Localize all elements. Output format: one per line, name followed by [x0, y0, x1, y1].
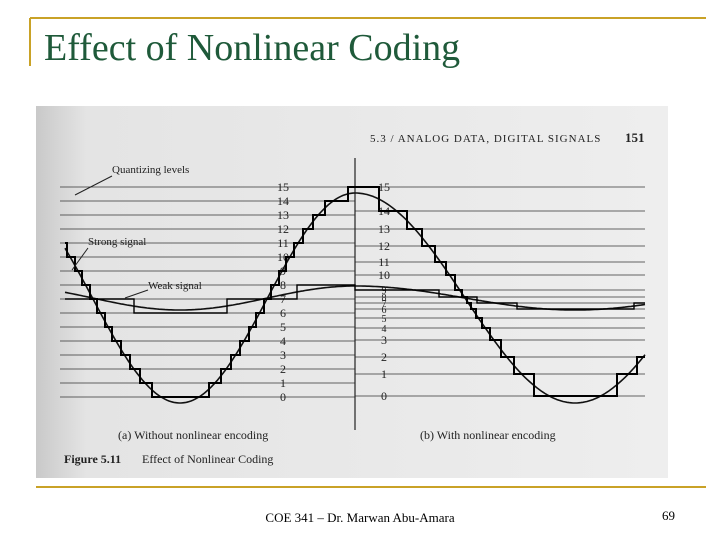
caption-a: (a) Without nonlinear encoding — [118, 428, 268, 442]
level-label: 14 — [277, 194, 289, 208]
level-label: 8 — [280, 278, 286, 292]
level-label: 13 — [378, 222, 390, 236]
level-label: 15 — [277, 180, 289, 194]
level-label: 1 — [381, 367, 387, 381]
level-label: 1 — [280, 376, 286, 390]
label-weak: Weak signal — [148, 280, 202, 292]
level-label: 3 — [280, 348, 286, 362]
level-label: 4 — [382, 324, 387, 335]
level-label: 11 — [378, 255, 390, 269]
level-label: 12 — [277, 222, 289, 236]
level-label: 6 — [382, 305, 387, 316]
footer: COE 341 – Dr. Marwan Abu-Amara — [265, 510, 455, 525]
level-label: 3 — [381, 333, 387, 347]
quantized-strong — [65, 186, 645, 398]
caption-b: (b) With nonlinear encoding — [420, 428, 556, 442]
level-label: 10 — [378, 268, 390, 282]
level-label: 0 — [381, 389, 387, 403]
book-page: 151 — [625, 130, 645, 145]
pointer — [74, 175, 113, 196]
pointer — [71, 247, 89, 271]
slide-title: Effect of Nonlinear Coding — [44, 27, 461, 69]
slide-number: 69 — [662, 508, 675, 523]
level-label: 13 — [277, 208, 289, 222]
quantized-weak — [65, 284, 645, 314]
level-label: 0 — [280, 390, 286, 404]
level-label: 7 — [382, 299, 387, 310]
running-head: 5.3 / ANALOG DATA, DIGITAL SIGNALS — [370, 133, 601, 145]
figure-caption: Effect of Nonlinear Coding — [142, 452, 273, 466]
pointer — [124, 289, 149, 299]
level-label: 5 — [382, 314, 387, 325]
level-label: 8 — [382, 293, 387, 304]
level-label: 6 — [280, 306, 286, 320]
level-label: 12 — [378, 239, 390, 253]
scan-background — [36, 106, 668, 478]
label-quantizing: Quantizing levels — [112, 164, 189, 176]
level-label: 11 — [277, 236, 289, 250]
level-label: 9 — [382, 286, 387, 297]
figure-label: Figure 5.11 — [64, 452, 121, 466]
level-label: 5 — [280, 320, 286, 334]
level-label: 4 — [280, 334, 286, 348]
level-label: 2 — [381, 350, 387, 364]
label-strong: Strong signal — [88, 236, 146, 248]
level-label: 15 — [378, 180, 390, 194]
level-label: 2 — [280, 362, 286, 376]
